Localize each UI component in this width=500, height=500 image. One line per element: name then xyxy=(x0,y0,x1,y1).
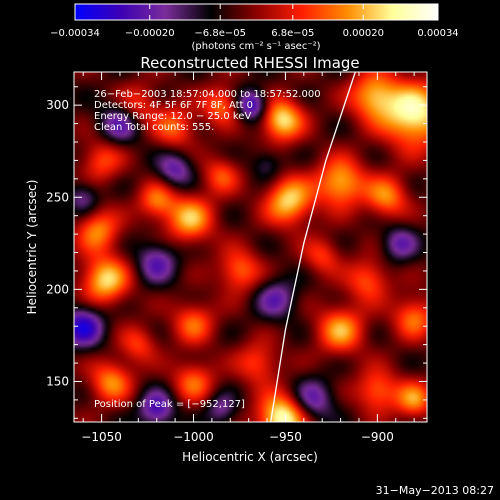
colorbar-tick-label: 6.8e−05 xyxy=(271,28,314,39)
y-tick-label: 150 xyxy=(46,374,69,388)
colorbar-tick-label: −0.00020 xyxy=(125,28,175,39)
chart-title: Reconstructed RHESSI Image xyxy=(140,54,359,72)
plot-frame xyxy=(73,71,428,423)
colorbar-units: (photons cm⁻² s⁻¹ asec⁻²) xyxy=(191,41,320,52)
x-tick-label: −1050 xyxy=(81,430,122,444)
colorbar-tick-label: −0.00034 xyxy=(50,28,100,39)
y-axis-label: Heliocentric Y (arcsec) xyxy=(25,180,39,315)
colorbar-tick-label: 0.00020 xyxy=(343,28,384,39)
solar-limb-curve xyxy=(270,72,356,422)
colorbar xyxy=(74,3,439,21)
heatmap-image xyxy=(74,72,427,422)
y-tick-label: 200 xyxy=(46,282,69,296)
x-tick-label: −900 xyxy=(361,430,394,444)
annotation-clean-counts: Clean Total counts: 555. xyxy=(94,122,214,133)
axis-ticks: −1050 −1000 −950 −900 150 200 250 300 xyxy=(46,72,427,444)
footer-timestamp: 31−May−2013 08:27 xyxy=(376,484,494,497)
colorbar-ticks: −0.00034 −0.00020 −6.8e−05 6.8e−05 0.00020 0.… xyxy=(50,4,459,39)
annotation-energy-range: Energy Range: 12.0 − 25.0 keV xyxy=(94,111,251,122)
annotation-detectors: Detectors: 4F 5F 6F 7F 8F, Att 0 xyxy=(94,100,253,111)
x-tick-label: −1000 xyxy=(173,430,214,444)
colorbar-tick-label: 0.00034 xyxy=(417,28,458,39)
annotation-time-range: 26−Feb−2003 18:57:04.000 to 18:57:52.000 xyxy=(94,89,321,100)
x-tick-label: −950 xyxy=(269,430,302,444)
heatmap xyxy=(74,72,427,422)
peak-position-label: Position of Peak = [−952,127] xyxy=(94,399,245,410)
x-axis-label: Heliocentric X (arcsec) xyxy=(182,450,318,464)
colorbar-tick-label: −6.8e−05 xyxy=(194,28,246,39)
y-tick-label: 250 xyxy=(46,190,69,204)
y-tick-label: 300 xyxy=(46,98,69,112)
